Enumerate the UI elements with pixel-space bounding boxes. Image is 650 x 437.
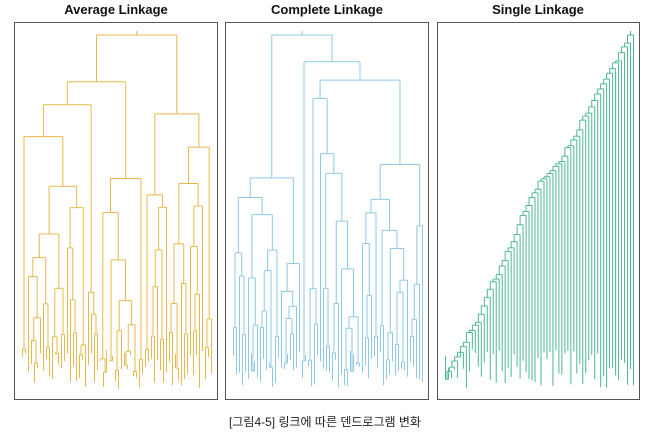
title-average-linkage: Average Linkage <box>64 2 168 17</box>
dendrogram-single <box>444 31 635 388</box>
dendrogram-complete <box>233 31 423 388</box>
title-single-linkage: Single Linkage <box>492 2 584 17</box>
figure-caption: [그림4-5] 링크에 따른 덴드로그램 변화 <box>229 415 421 429</box>
panel-single-linkage <box>437 22 640 400</box>
panel-complete-linkage <box>225 22 429 400</box>
title-complete-linkage: Complete Linkage <box>271 2 383 17</box>
dendrogram-average <box>22 31 212 389</box>
panel-average-linkage <box>14 22 218 400</box>
